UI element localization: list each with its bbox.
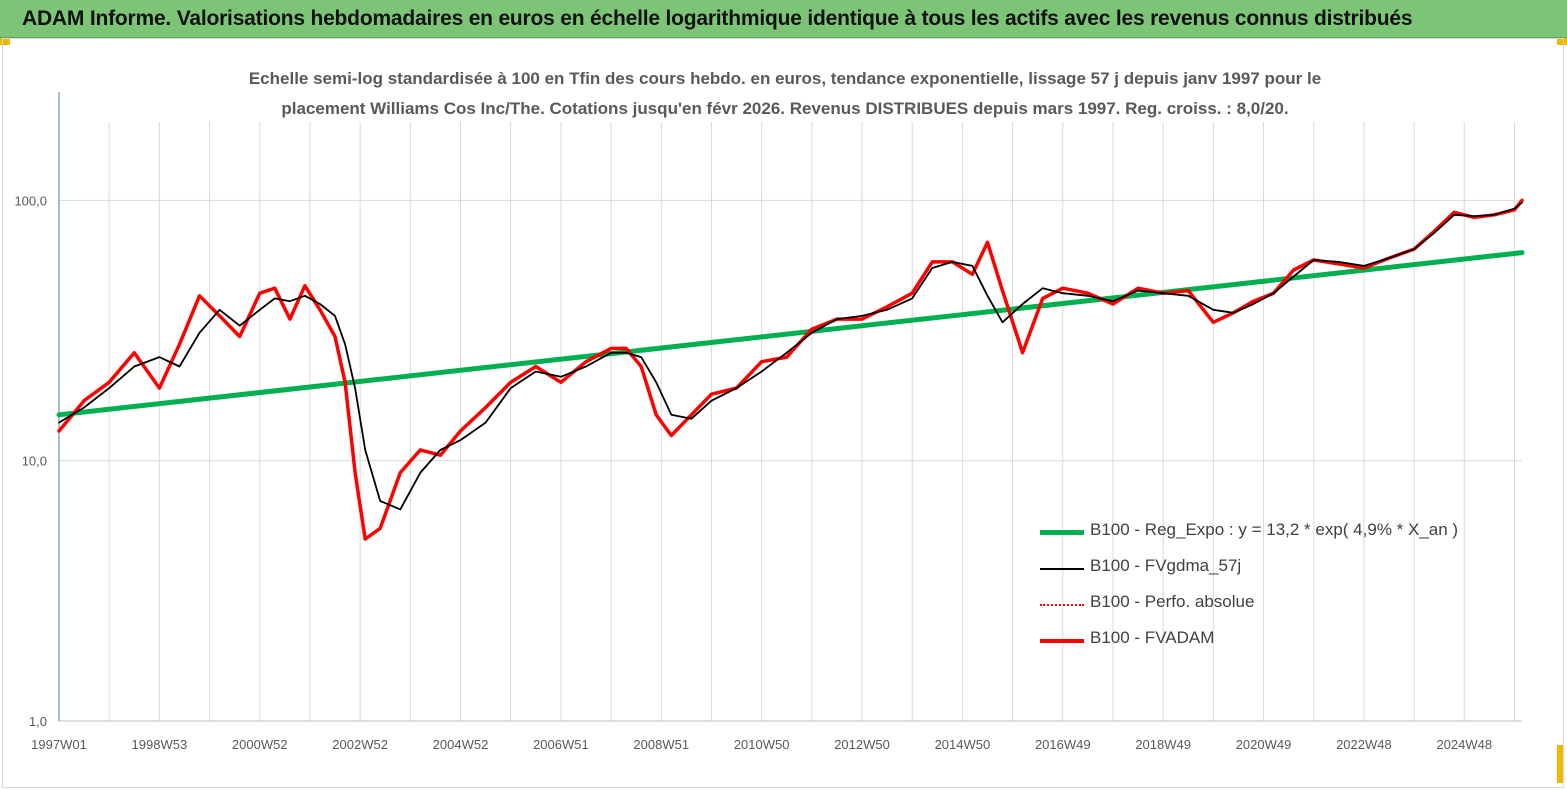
- y-tick-label: 100,0: [14, 193, 47, 208]
- x-tick-label: 2006W51: [533, 737, 589, 752]
- x-tick-label: 2010W50: [734, 737, 790, 752]
- chart-frame: [2, 38, 1564, 788]
- legend-item-perf: B100 - Perfo. absolue: [1040, 590, 1510, 626]
- x-tick-label: 2014W50: [935, 737, 991, 752]
- y-tick-label: 10,0: [22, 454, 47, 469]
- legend-item-trend: B100 - Reg_Expo : y = 13,2 * exp( 4,9% *…: [1040, 518, 1510, 554]
- series-line-perf: [58, 199, 1523, 540]
- legend-swatch-smooth: [1040, 568, 1084, 570]
- x-tick-label: 2024W48: [1436, 737, 1492, 752]
- x-tick-label: 2002W52: [332, 737, 388, 752]
- y-tick-label: 1,0: [29, 714, 47, 729]
- report-banner: ADAM Informe. Valorisations hebdomadaire…: [0, 0, 1567, 38]
- x-tick-label: 2008W51: [633, 737, 689, 752]
- legend-label-fvadam: B100 - FVADAM: [1090, 628, 1215, 647]
- corner-marker: [1557, 38, 1567, 45]
- x-tick-label: 2022W48: [1336, 737, 1392, 752]
- x-tick-label: 2016W49: [1035, 737, 1091, 752]
- corner-marker: [0, 38, 10, 45]
- x-tick-label: 2020W49: [1236, 737, 1292, 752]
- series-line-smooth: [58, 201, 1523, 511]
- x-tick-label: 1997W01: [31, 737, 87, 752]
- x-tick-label: 2000W52: [232, 737, 288, 752]
- series-line-trend: [56, 250, 1525, 418]
- legend-item-fvadam: B100 - FVADAM: [1040, 626, 1510, 662]
- chart-legend: B100 - Reg_Expo : y = 13,2 * exp( 4,9% *…: [1040, 518, 1510, 662]
- legend-label-perf: B100 - Perfo. absolue: [1090, 592, 1255, 611]
- legend-item-smooth: B100 - FVgdma_57j: [1040, 554, 1510, 590]
- chart-title-line-2: placement Williams Cos Inc/The. Cotation…: [281, 99, 1289, 118]
- x-tick-label: 2012W50: [834, 737, 890, 752]
- x-tick-label: 2018W49: [1135, 737, 1191, 752]
- corner-marker: [1557, 745, 1564, 783]
- legend-swatch-trend: [1040, 530, 1084, 535]
- chart-title-line-1: Echelle semi-log standardisée à 100 en T…: [248, 69, 1322, 88]
- legend-label-trend: B100 - Reg_Expo : y = 13,2 * exp( 4,9% *…: [1090, 520, 1459, 539]
- legend-swatch-fvadam: [1040, 639, 1084, 643]
- series-line-fvadam: [57, 198, 1524, 541]
- x-tick-label: 2004W52: [433, 737, 489, 752]
- x-tick-label: 1998W53: [132, 737, 188, 752]
- report-title: ADAM Informe. Valorisations hebdomadaire…: [22, 7, 1413, 30]
- legend-label-smooth: B100 - FVgdma_57j: [1090, 556, 1242, 575]
- legend-swatch-perf: [1040, 604, 1084, 606]
